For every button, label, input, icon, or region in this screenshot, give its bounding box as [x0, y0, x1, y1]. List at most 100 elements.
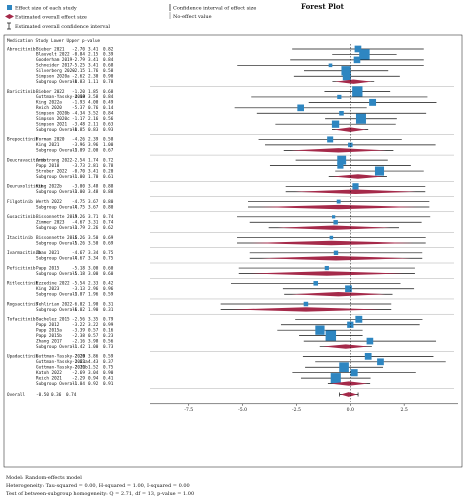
study-marker [355, 113, 366, 124]
subgroup-overall-label: Subgroup Overall [36, 381, 78, 387]
upper-label: 2.39 [88, 137, 99, 143]
study-marker [337, 155, 347, 165]
subgroup-overall-label: Subgroup Overall [36, 127, 78, 133]
lower-label: -3.48 [72, 121, 85, 127]
lower-label: -5.26 [72, 214, 85, 220]
p-value-label: 0.20 [103, 168, 114, 174]
study-label: Reich 2020 [36, 105, 62, 111]
upper-label: 2.15 [88, 52, 99, 58]
subgroup-diamond [277, 225, 391, 230]
study-label: Strober 2022 [36, 168, 67, 174]
study-marker [328, 63, 333, 68]
subgroup-diamond [290, 148, 387, 153]
p-value-label: 0.78 [103, 79, 114, 85]
p-value-label: 0.75 [103, 250, 114, 256]
p-value-label: 0.80 [103, 204, 114, 210]
subgroup-overall-label: Subgroup Overall [36, 79, 78, 85]
upper-label: 3.67 [88, 199, 99, 205]
p-value-label: 0.31 [103, 301, 114, 307]
subgroup-diamond [332, 174, 384, 179]
upper-label: 3.96 [88, 142, 99, 148]
study-marker [324, 265, 329, 271]
upper-label: 3.00 [88, 271, 99, 277]
upper-label: 1.96 [88, 292, 99, 298]
legend-no-effect: No-effect value [173, 14, 212, 20]
lower-label: -4.75 [72, 199, 85, 205]
medication-label: Peficitinib [7, 265, 36, 271]
upper-label: 3.48 [88, 189, 99, 195]
medication-label: Tofacitinib [7, 317, 36, 323]
lower-label: -2.15 [72, 68, 85, 74]
p-value-label: 0.99 [103, 322, 114, 328]
lower-label: -2.16 [72, 338, 85, 344]
study-marker [331, 215, 336, 219]
lower-label: -1.42 [72, 344, 85, 350]
upper-label: 3.50 [88, 235, 99, 241]
subgroup-overall-label: Subgroup Overall [36, 292, 78, 298]
lower-label: -4.67 [72, 220, 85, 226]
study-marker [342, 72, 351, 81]
p-value-label: 0.37 [103, 359, 114, 365]
study-marker [347, 321, 354, 328]
upper-label: 3.86 [88, 354, 99, 360]
lower-label: -2.79 [72, 57, 85, 63]
lower-label: -0.70 [72, 168, 85, 174]
lower-label: -4.26 [72, 137, 85, 143]
upper-label: 0.57 [88, 327, 99, 333]
medication-label: Abrocitinib [7, 46, 36, 52]
upper-label: 2.33 [88, 281, 99, 287]
study-marker [313, 281, 319, 286]
p-value-label: 0.88 [103, 189, 114, 195]
upper-label: 0.94 [88, 375, 99, 381]
study-marker [350, 369, 358, 377]
p-value-label: 0.56 [103, 338, 114, 344]
lower-label: -5.26 [72, 235, 85, 241]
p-value-label: 0.93 [103, 127, 114, 133]
footnote-model: Model: Random-effects model [6, 475, 82, 481]
upper-label: 3.04 [88, 370, 99, 376]
subgroup-diamond [291, 292, 386, 297]
medication-label: Ivarmacitinib [7, 250, 41, 256]
subgroup-overall-label: Subgroup Overall [36, 148, 78, 154]
p-value-label: 0.73 [103, 344, 114, 350]
legend-overall-effect: Estimated overall effect size [15, 15, 87, 21]
p-value-label: 0.74 [103, 214, 114, 220]
footnote-heterogeneity: Heterogeneity: Tau-squared = 0.00, H-squ… [6, 483, 190, 489]
study-label: Zhao 2021 [36, 250, 60, 256]
study-marker [327, 136, 334, 143]
legend-effect-size: Effect size of each study [15, 6, 77, 12]
medication-label: Brepocitinib [7, 137, 38, 143]
p-value-label: 0.82 [103, 46, 114, 52]
study-label: Schneider 2017 [36, 63, 73, 69]
subgroup-diamond [260, 256, 411, 261]
upper-label: 1.70 [88, 174, 99, 180]
p-value-label: 0.90 [103, 74, 114, 80]
table-header: Medication Study Lower Upper p-value [7, 38, 101, 44]
subgroup-overall-label: Subgroup Overall [36, 204, 78, 210]
study-label: Papp 2012 [36, 322, 60, 328]
study-label: King 2021 [36, 142, 60, 148]
p-value-label: 0.60 [103, 265, 114, 271]
study-label: Papp 2015 [36, 265, 60, 271]
upper-label: 2.00 [88, 148, 99, 154]
p-value-label: 0.31 [103, 307, 114, 313]
legend-overall-ci: Estimated overall confidence interval [15, 24, 110, 30]
study-label: Tehlirian 2022 [36, 301, 73, 307]
study-label: Guttman-Yassky 2019 [36, 94, 86, 100]
lower-label: -3.09 [72, 148, 85, 154]
study-marker [325, 330, 337, 341]
study-label: King 2022b [36, 184, 62, 190]
study-marker [352, 86, 363, 97]
upper-label: 1.74 [88, 157, 99, 163]
legend-study-marker-icon [7, 5, 12, 10]
study-label: Gooderham 2019 [36, 57, 73, 63]
p-value-label: 0.58 [103, 68, 114, 74]
study-label: Simpson 2020c [36, 116, 70, 122]
upper-label: 3.22 [88, 322, 99, 328]
lower-label: -2.62 [72, 74, 85, 80]
upper-label: 1.00 [88, 344, 99, 350]
lower-label: -3.73 [72, 163, 85, 169]
lower-label: -2.69 [72, 370, 85, 376]
lower-label: -5.54 [72, 281, 85, 287]
